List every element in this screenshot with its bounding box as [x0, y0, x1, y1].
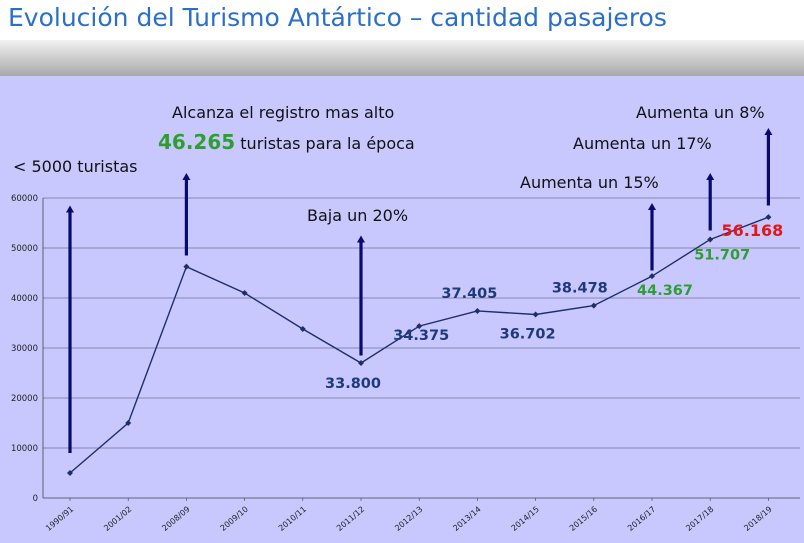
record-suffix: turistas para la época	[235, 134, 415, 153]
annotations: < 5000 turistas Alcanza el registro mas a…	[13, 103, 765, 225]
data-label: 38.478	[552, 281, 608, 297]
header-gradient-band	[0, 40, 804, 76]
annotation-text: < 5000 turistas	[13, 157, 137, 176]
y-tick-label: 10000	[11, 444, 38, 454]
annotation-text: Aumenta un 15%	[520, 173, 659, 192]
data-point	[707, 236, 714, 243]
data-point	[299, 326, 306, 332]
y-tick-label: 20000	[11, 394, 38, 404]
data-point	[183, 263, 190, 270]
arrow-head	[66, 205, 74, 213]
y-tick-label: 40000	[11, 294, 38, 304]
data-point	[590, 302, 597, 309]
x-tick-label: 2014/15	[510, 505, 541, 533]
slide-title: Evolución del Turismo Antártico – cantid…	[8, 3, 667, 32]
x-tick-label: 2013/14	[451, 505, 482, 533]
data-label: 34.375	[393, 328, 449, 344]
data-label: 37.405	[441, 286, 497, 302]
annotation-text: Baja un 20%	[307, 206, 408, 225]
annotation-arrows	[66, 128, 773, 453]
x-tick-label: 2015/16	[568, 505, 599, 533]
x-tick-label: 2016/17	[626, 505, 657, 533]
y-tick-labels: 0 10000 20000 30000 40000 50000 60000	[11, 194, 38, 504]
x-tick-label: 2011/12	[335, 505, 366, 533]
annotation-text: Aumenta un 17%	[573, 134, 712, 153]
data-label: 44.367	[637, 283, 693, 299]
data-point	[67, 470, 73, 476]
data-point	[532, 311, 539, 318]
data-point	[416, 323, 423, 330]
y-tick-label: 50000	[11, 244, 38, 254]
data-point	[358, 360, 364, 366]
record-value: 46.265	[158, 130, 235, 154]
arrow-head	[648, 203, 656, 210]
data-label: 51.707	[694, 247, 750, 263]
data-point	[649, 273, 655, 280]
arrow-head	[357, 235, 365, 243]
x-tick-labels: 1990/91 2001/02 2008/09 2009/10 2010/11 2011/…	[44, 505, 774, 533]
x-tick-label: 1990/91	[44, 505, 75, 533]
annotation-text: Alcanza el registro mas alto	[172, 103, 394, 122]
data-point	[474, 307, 481, 314]
series-line-path	[69, 216, 769, 474]
y-tick-label: 60000	[11, 194, 38, 204]
arrow-head	[706, 173, 715, 180]
data-point	[125, 420, 132, 426]
x-tick-label: 2017/18	[684, 505, 715, 533]
line-chart: 0 10000 20000 30000 40000 50000 60000 1990/91 2…	[11, 103, 800, 533]
data-point	[241, 290, 248, 296]
data-label: 56.168	[722, 221, 784, 240]
arrow-head	[764, 128, 773, 135]
x-tick-label: 2001/02	[102, 505, 133, 533]
series-line	[69, 216, 769, 474]
y-tick-label: 0	[33, 494, 38, 504]
x-tick-label: 2009/10	[219, 505, 250, 533]
x-tick-label: 2012/13	[393, 505, 424, 533]
slide-header: Evolución del Turismo Antártico – cantid…	[0, 0, 804, 76]
data-point	[765, 214, 772, 221]
y-tick-label: 30000	[11, 344, 38, 354]
gridlines	[43, 197, 800, 449]
annotation-text: 46.265 turistas para la época	[158, 130, 415, 154]
data-label: 33.800	[325, 376, 381, 392]
arrow-head	[182, 173, 191, 180]
annotation-text: Aumenta un 8%	[636, 103, 765, 122]
x-tick-label: 2018/19	[742, 505, 773, 533]
data-points	[67, 214, 772, 476]
data-label: 36.702	[500, 326, 556, 342]
x-tick-label: 2008/09	[160, 505, 191, 533]
x-tick-label: 2010/11	[277, 505, 308, 533]
data-labels: 33.800 34.375 37.405 36.702 38.478 44.367 51.7…	[325, 221, 783, 392]
axes	[42, 198, 800, 501]
